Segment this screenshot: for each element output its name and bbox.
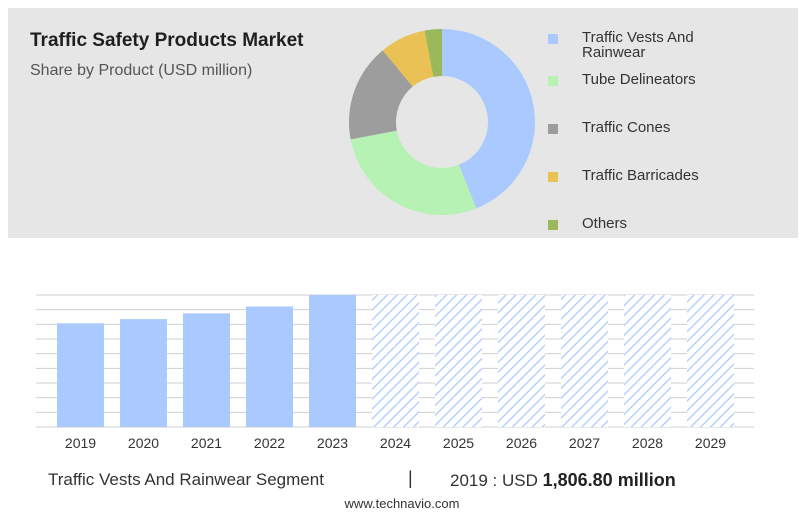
x-tick-label-2026: 2026	[506, 435, 537, 451]
bars	[57, 295, 734, 427]
forecast-bar-2025	[435, 295, 482, 427]
chart-title: Traffic Safety Products Market	[30, 30, 304, 51]
x-tick-label-2024: 2024	[380, 435, 411, 451]
forecast-bar-2028	[624, 295, 671, 427]
pie-slice-others	[424, 29, 442, 77]
x-tick-label-2027: 2027	[569, 435, 600, 451]
forecast-bar-2026	[498, 295, 545, 427]
x-tick-label-2022: 2022	[254, 435, 285, 451]
legend-label: Tube Delineators	[582, 71, 696, 88]
legend-swatch	[548, 220, 558, 230]
bar-2020	[120, 319, 167, 427]
donut-chart	[349, 29, 535, 215]
forecast-bar-2029	[687, 295, 734, 427]
bar-2019	[57, 323, 104, 427]
x-tick-label-2020: 2020	[128, 435, 159, 451]
legend-label: Traffic Vests And Rainwear	[582, 29, 694, 61]
x-tick-label-2029: 2029	[695, 435, 726, 451]
x-tick-label-2021: 2021	[191, 435, 222, 451]
footer-segment-label: Traffic Vests And Rainwear Segment	[48, 470, 324, 489]
source-link[interactable]: www.technavio.com	[344, 496, 460, 511]
legend-label: Traffic Barricades	[582, 167, 699, 184]
pie-slice-traffic-vests-and-rainwear	[442, 29, 535, 209]
footer-separator: |	[408, 468, 413, 488]
forecast-bar-2027	[561, 295, 608, 427]
legend-label: Others	[582, 215, 628, 232]
footer-value: 2019 : USD 1,806.80 million	[450, 470, 676, 491]
bar-2022	[246, 306, 293, 427]
pie-slice-traffic-barricades	[382, 30, 434, 87]
forecast-bar-2024	[372, 295, 419, 427]
bar-2021	[183, 313, 230, 427]
bar-chart: 2019 2020 2021 2022 2023 2024 2025 2026 2027 2028…	[36, 294, 754, 451]
x-tick-label-2028: 2028	[632, 435, 663, 451]
footer-value-amount: 1,806.80 million	[542, 470, 676, 490]
legend-swatch	[548, 172, 558, 182]
x-tick-label-2023: 2023	[317, 435, 348, 451]
legend-swatch	[548, 34, 558, 44]
chart-subtitle: Share by Product (USD million)	[30, 62, 253, 79]
bar-2023	[309, 295, 356, 427]
x-tick-label-2025: 2025	[443, 435, 474, 451]
pie-slice-traffic-cones	[349, 50, 413, 140]
pie-slice-tube-delineators	[350, 130, 477, 215]
x-tick-label-2019: 2019	[65, 435, 96, 451]
x-tick-labels: 2019 2020 2021 2022 2023 2024 2025 2026 2027 2028…	[65, 435, 726, 451]
legend-swatch	[548, 124, 558, 134]
legend-swatch	[548, 76, 558, 86]
legend-label: Traffic Cones	[582, 119, 671, 136]
footer-value-prefix: 2019 : USD	[450, 471, 538, 490]
